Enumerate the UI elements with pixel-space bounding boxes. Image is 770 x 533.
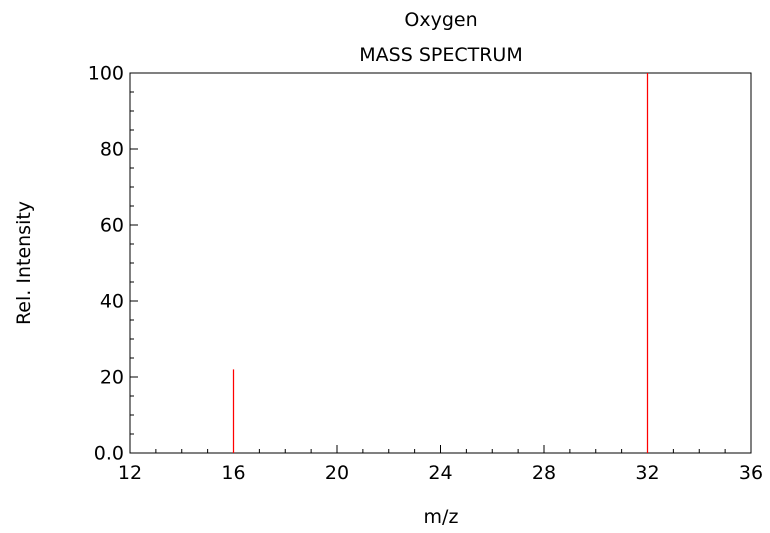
- plot-area-frame: [129, 72, 752, 454]
- chart-subtitle: MASS SPECTRUM: [359, 44, 522, 66]
- y-tick-label: 60: [100, 215, 124, 237]
- y-tick-label: 100: [88, 63, 124, 85]
- y-tick-label: 80: [100, 139, 124, 161]
- x-axis-label: m/z: [424, 506, 459, 528]
- x-tick-label: 36: [739, 462, 763, 484]
- y-major-ticks: 0.0 20 40 60 80 100: [88, 63, 138, 465]
- x-tick-label: 12: [118, 462, 142, 484]
- y-axis-label: Rel. Intensity: [13, 201, 35, 325]
- x-tick-label: 28: [532, 462, 556, 484]
- spectrum-peaks: [232, 73, 649, 453]
- x-minor-ticks: [155, 449, 726, 453]
- x-major-ticks: 12 16 20 24 28 32 36: [118, 445, 763, 484]
- y-minor-ticks: [130, 91, 134, 435]
- y-tick-label: 20: [100, 367, 124, 389]
- y-tick-label: 40: [100, 291, 124, 313]
- y-tick-label: 0.0: [94, 443, 124, 465]
- x-tick-label: 24: [428, 462, 452, 484]
- x-tick-label: 16: [221, 462, 245, 484]
- x-tick-label: 20: [325, 462, 349, 484]
- x-tick-label: 32: [635, 462, 659, 484]
- chart-title: Oxygen: [404, 9, 477, 31]
